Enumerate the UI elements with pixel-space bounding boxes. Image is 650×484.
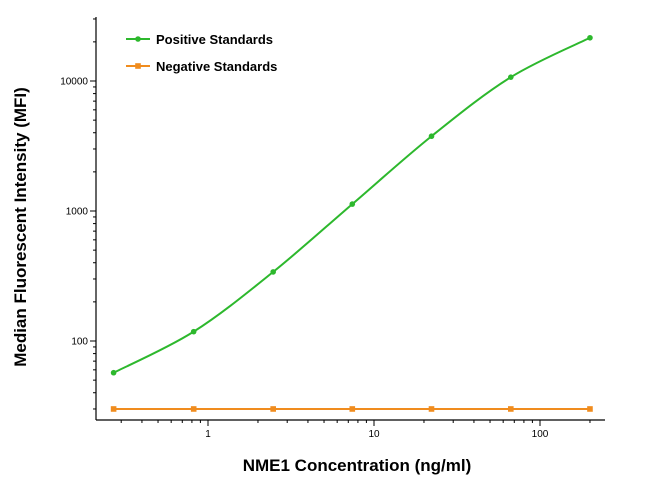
data-point — [270, 406, 276, 412]
legend-label: Positive Standards — [156, 32, 273, 47]
y-axis-label: Median Fluorescent Intensity (MFI) — [11, 87, 30, 367]
y-tick-label: 10000 — [60, 77, 88, 88]
data-point — [349, 201, 356, 207]
legend-label: Negative Standards — [156, 59, 277, 74]
x-tick-label: 1 — [205, 429, 211, 440]
x-tick-label: 100 — [532, 429, 549, 440]
series-layer — [110, 34, 593, 412]
y-ticks: 100 1000 10000 — [60, 18, 96, 410]
legend-marker — [135, 63, 141, 69]
data-point — [110, 406, 117, 412]
data-point — [190, 328, 197, 335]
data-point — [428, 133, 435, 140]
data-point — [270, 269, 276, 275]
data-point — [190, 406, 197, 412]
legend-marker — [135, 36, 141, 42]
y-tick-label: 100 — [71, 337, 88, 348]
y-tick-label: 1000 — [66, 207, 89, 218]
data-point — [587, 34, 593, 41]
data-point — [428, 406, 435, 412]
data-point — [508, 74, 514, 80]
data-point — [110, 369, 117, 376]
x-axis-label: NME1 Concentration (ng/ml) — [243, 456, 472, 475]
x-ticks: 1 10 100 — [120, 420, 591, 440]
data-point — [508, 406, 514, 412]
x-tick-label: 10 — [368, 429, 380, 440]
data-point — [349, 406, 356, 412]
legend: Positive Standards Negative Standards — [126, 32, 277, 74]
data-point — [587, 406, 593, 412]
axes: 100 1000 10000 1 10 100 — [60, 17, 605, 440]
